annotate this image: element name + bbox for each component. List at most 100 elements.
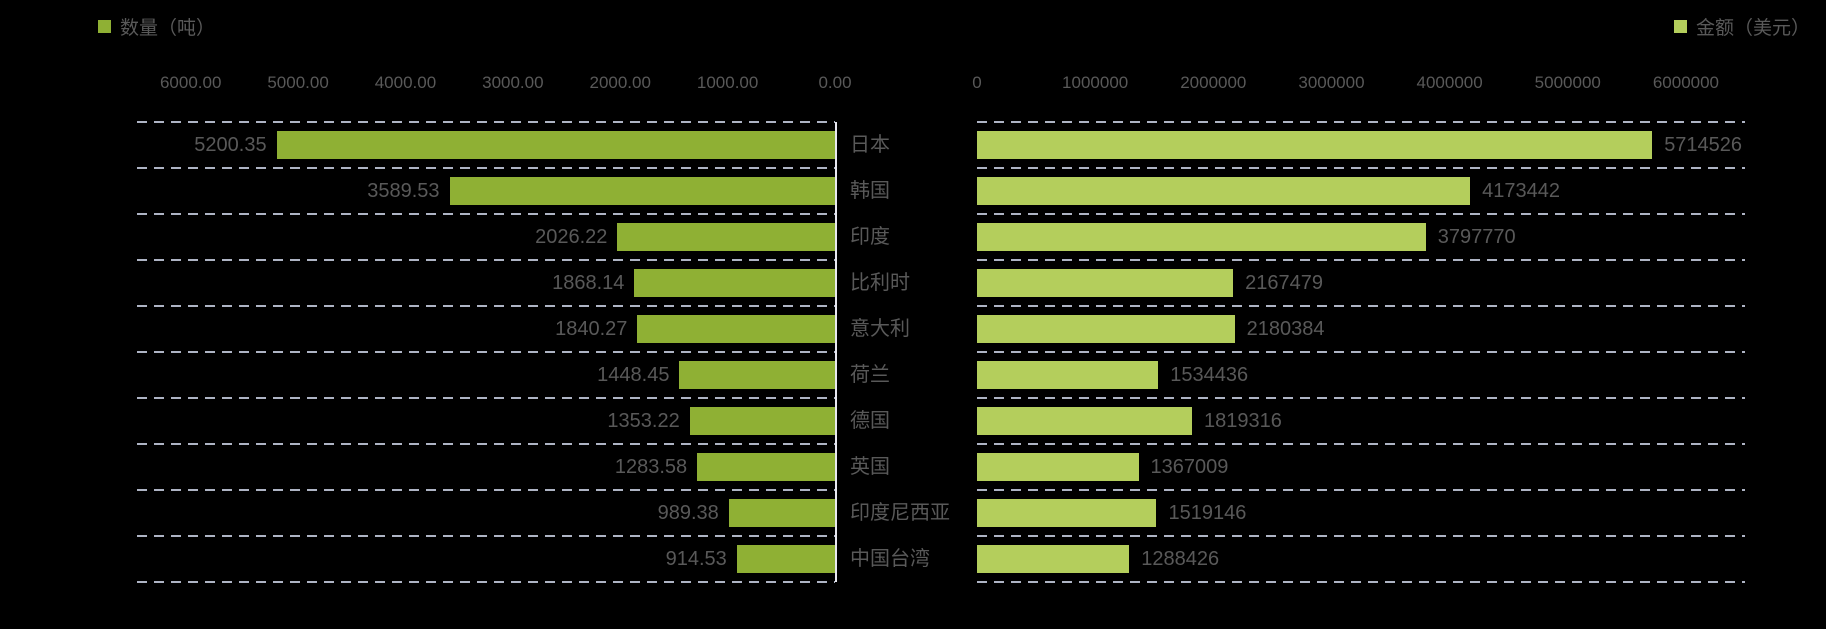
category-label: 比利时 [850, 272, 910, 294]
axis-tick: 0.00 [818, 73, 852, 92]
right-bar[interactable] [977, 131, 1653, 159]
left-bar[interactable] [637, 315, 835, 343]
right-bar[interactable] [977, 269, 1234, 297]
gridline [977, 121, 1745, 123]
value-label: 2180384 [1246, 318, 1325, 340]
left-bar-row: 2026.22 [137, 214, 835, 260]
value-label: 1353.22 [607, 410, 680, 432]
axis-tick: 2000.00 [589, 73, 651, 92]
legend-quantity-swatch [98, 19, 111, 33]
right-bar[interactable] [977, 407, 1192, 435]
axis-tick: 3000000 [1298, 73, 1365, 92]
left-bar-row: 1868.14 [137, 260, 835, 306]
gridline [137, 489, 835, 491]
left-bar-row: 1448.45 [137, 352, 835, 398]
category-label: 荷兰 [850, 364, 890, 386]
gridline [137, 443, 835, 445]
value-label: 5714526 [1664, 134, 1743, 156]
right-bar-row: 1367009 [977, 444, 1745, 490]
value-label: 1840.27 [555, 318, 628, 340]
category-label: 日本 [850, 134, 890, 156]
value-label: 4173442 [1482, 180, 1560, 202]
legend-quantity[interactable]: 数量（吨） [98, 14, 216, 39]
left-bar[interactable] [449, 177, 835, 205]
left-bar-row: 1840.27 [137, 306, 835, 352]
gridline [977, 351, 1745, 353]
category-label: 英国 [850, 456, 890, 478]
axis-tick: 6000000 [1652, 73, 1720, 92]
right-plot: 5714526 4173442 3797770 2167479 2180384 15344… [977, 121, 1745, 583]
right-bar[interactable] [977, 453, 1139, 481]
left-bar[interactable] [276, 131, 835, 159]
right-bar-row: 4173442 [977, 168, 1745, 214]
axis-tick: 0 [972, 73, 982, 92]
value-label: 3797770 [1437, 226, 1516, 248]
left-bar[interactable] [697, 453, 835, 481]
gridline [977, 397, 1745, 399]
category-label: 意大利 [850, 318, 910, 340]
gridline [977, 489, 1745, 491]
gridline [137, 167, 835, 169]
gridline [977, 581, 1745, 583]
gridline [977, 259, 1745, 261]
legend-amount[interactable]: 金额（美元） [1673, 14, 1810, 39]
axis-tick: 2000000 [1180, 73, 1247, 92]
legend-amount-swatch [1673, 19, 1687, 33]
gridline [977, 443, 1745, 445]
value-label: 989.38 [657, 502, 719, 524]
right-bar-row: 1519146 [977, 490, 1745, 536]
gridline [137, 581, 835, 583]
gridline [137, 213, 835, 215]
category-labels: 日本 韩国 印度 比利时 意大利 荷兰 德国 英国 印度尼西亚 中国台湾 [850, 122, 972, 582]
category-label: 中国台湾 [850, 548, 930, 570]
axis-tick: 6000.00 [159, 73, 222, 92]
left-bar[interactable] [728, 499, 835, 527]
axis-tick: 1000000 [1062, 73, 1129, 92]
value-label: 914.53 [665, 548, 727, 570]
value-label: 1819316 [1203, 410, 1282, 432]
left-axis: 6000.00 5000.00 4000.00 3000.00 2000.00 1000.… [137, 70, 852, 96]
right-bar[interactable] [977, 223, 1426, 251]
right-bar[interactable] [977, 545, 1130, 573]
value-label: 2026.22 [535, 226, 608, 248]
left-bar[interactable] [679, 361, 835, 389]
gridline [977, 167, 1745, 169]
value-label: 1283.58 [614, 456, 688, 478]
left-bar[interactable] [736, 545, 835, 573]
legend-quantity-label: 数量（吨） [120, 17, 216, 39]
gridline [977, 305, 1745, 307]
right-bar[interactable] [977, 499, 1157, 527]
left-bar-row: 914.53 [137, 536, 835, 582]
value-label: 1288426 [1141, 548, 1220, 570]
left-bar[interactable] [617, 223, 835, 251]
left-bar-row: 3589.53 [137, 168, 835, 214]
category-label: 印度尼西亚 [850, 502, 950, 524]
right-bar-row: 1819316 [977, 398, 1745, 444]
left-bar[interactable] [689, 407, 835, 435]
left-bar-row: 1353.22 [137, 398, 835, 444]
left-bar-row: 5200.35 [137, 122, 835, 168]
gridline [137, 305, 835, 307]
right-axis: 0 1000000 2000000 3000000 4000000 5000000 6000… [972, 70, 1745, 96]
gridline [137, 535, 835, 537]
axis-tick: 1000.00 [696, 73, 759, 92]
right-bar-row: 5714526 [977, 122, 1745, 168]
gridline [977, 535, 1745, 537]
axis-tick: 3000.00 [482, 73, 544, 92]
right-bar-row: 3797770 [977, 214, 1745, 260]
right-bar[interactable] [977, 315, 1235, 343]
category-label: 德国 [850, 410, 890, 432]
gridline [137, 259, 835, 261]
value-label: 2167479 [1245, 272, 1323, 294]
right-bar-row: 2167479 [977, 260, 1745, 306]
right-bar[interactable] [977, 361, 1159, 389]
category-label: 印度 [850, 226, 890, 248]
right-bar-row: 1288426 [977, 536, 1745, 582]
left-bar[interactable] [634, 269, 835, 297]
left-bar-row: 1283.58 [137, 444, 835, 490]
value-label: 1367009 [1150, 456, 1229, 478]
value-label: 1519146 [1168, 502, 1247, 524]
right-bar[interactable] [977, 177, 1471, 205]
gridline [137, 397, 835, 399]
